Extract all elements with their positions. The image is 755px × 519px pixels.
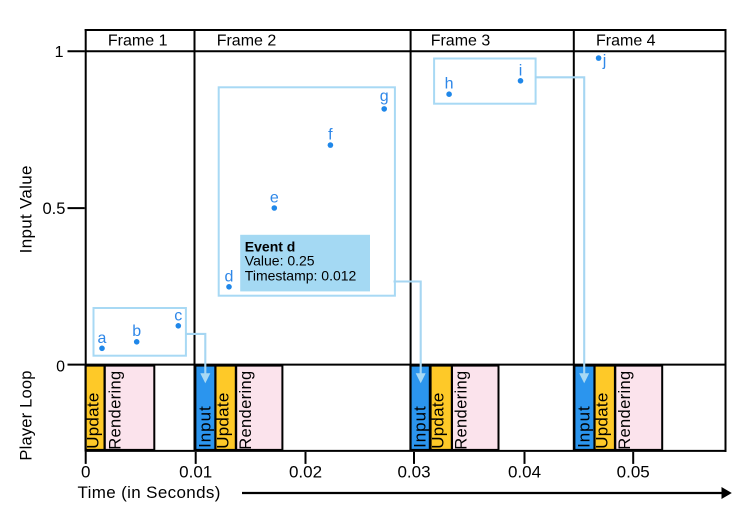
svg-text:Time (in Seconds): Time (in Seconds) (78, 483, 221, 502)
svg-text:Update: Update (429, 392, 448, 448)
svg-text:0.5: 0.5 (42, 200, 65, 218)
svg-text:Frame 4: Frame 4 (596, 33, 656, 50)
svg-text:j: j (602, 53, 607, 70)
svg-text:Rendering: Rendering (616, 370, 634, 449)
svg-text:Timestamp: 0.012: Timestamp: 0.012 (245, 268, 357, 284)
svg-text:i: i (519, 62, 523, 79)
svg-text:e: e (270, 190, 279, 207)
svg-text:Player Loop: Player Loop (18, 370, 36, 460)
svg-text:0: 0 (56, 358, 65, 375)
svg-text:d: d (225, 268, 234, 285)
svg-text:Update: Update (593, 392, 612, 448)
svg-text:Input Value: Input Value (17, 165, 36, 253)
svg-text:Rendering: Rendering (453, 370, 471, 449)
svg-text:Update: Update (214, 392, 233, 448)
svg-text:Value: 0.25: Value: 0.25 (245, 253, 315, 269)
svg-text:a: a (98, 330, 107, 347)
svg-text:h: h (445, 76, 454, 93)
svg-text:0.01: 0.01 (179, 463, 212, 482)
svg-text:Input: Input (195, 405, 214, 448)
svg-text:g: g (380, 88, 389, 105)
svg-text:Rendering: Rendering (237, 370, 255, 449)
svg-text:b: b (132, 323, 141, 340)
svg-text:Frame 3: Frame 3 (431, 33, 491, 50)
svg-text:Frame 2: Frame 2 (217, 33, 277, 50)
svg-text:c: c (174, 307, 182, 324)
svg-text:Frame 1: Frame 1 (108, 33, 168, 50)
svg-text:0.02: 0.02 (289, 463, 322, 482)
svg-text:0.05: 0.05 (617, 463, 650, 482)
svg-text:1: 1 (55, 44, 64, 61)
svg-text:0.04: 0.04 (508, 463, 541, 482)
svg-text:Input: Input (574, 405, 593, 448)
svg-text:Event d: Event d (245, 238, 296, 254)
svg-text:Rendering: Rendering (107, 370, 125, 449)
svg-text:Update: Update (84, 392, 103, 448)
svg-text:0.03: 0.03 (397, 463, 430, 482)
svg-text:0: 0 (81, 463, 90, 482)
svg-text:Input: Input (410, 405, 429, 448)
svg-text:f: f (328, 127, 333, 144)
